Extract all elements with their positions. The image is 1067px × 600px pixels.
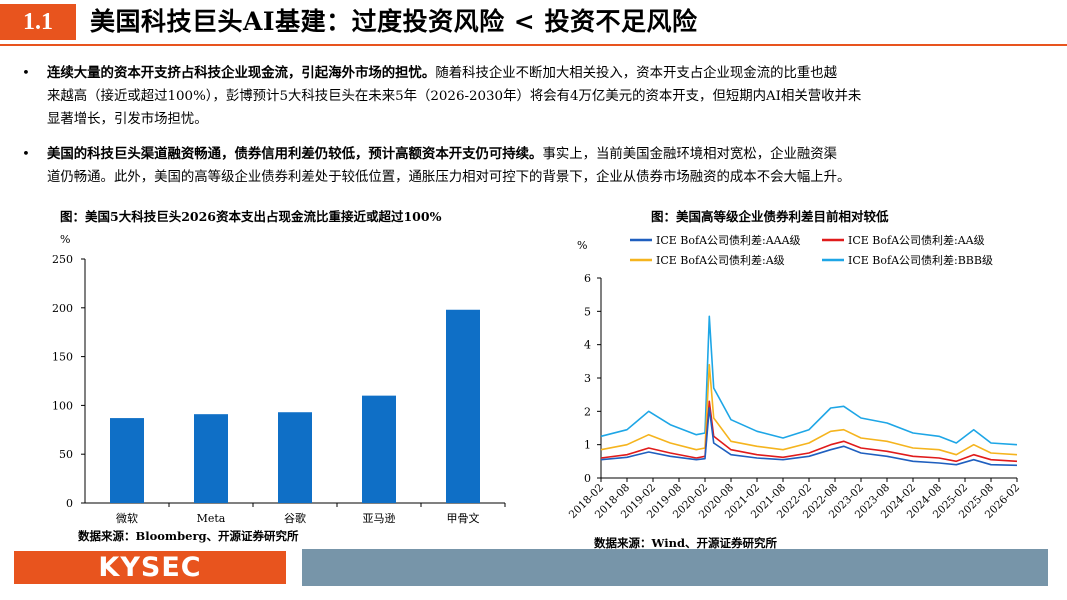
credit-spread-line-chart: % ICE BofA公司债利差:AAA级 ICE BofA公司债利差:AA级 ICE … xyxy=(567,233,1022,521)
y-tick-label: 150 xyxy=(52,351,73,364)
bar xyxy=(194,414,228,503)
right-source: 数据来源：Wind、开源证券研究所 xyxy=(594,536,777,550)
bullet-2-line2: 道仍畅通。此外，美国的高等级企业债券利差处于较低位置，通胀压力相对可控下的背景下… xyxy=(47,170,851,185)
kysec-logo: KYSEC xyxy=(14,551,286,584)
legend-label: ICE BofA公司债利差:AAA级 xyxy=(656,233,801,247)
series-line xyxy=(600,400,1018,463)
bullet-1: • 连续大量的资本开支挤占科技企业现金流，引起海外市场的担忧。随着科技企业不断加… xyxy=(22,62,1052,131)
x-tick-label: 谷歌 xyxy=(284,511,306,525)
bullet-2-text: 美国的科技巨头渠道融资畅通，债券信用利差仍较低，预计高额资本开支仍可持续。事实上… xyxy=(47,143,1052,189)
y-tick-label: 3 xyxy=(584,372,591,385)
y-tick-label: 250 xyxy=(52,253,73,266)
bullet-2-bold: 美国的科技巨头渠道融资畅通，债券信用利差仍较低，预计高额资本开支仍可持续。 xyxy=(47,146,543,162)
y-axis-unit: % xyxy=(60,233,70,246)
bar xyxy=(362,395,396,503)
y-tick-label: 6 xyxy=(584,272,591,285)
header-divider xyxy=(0,44,1067,46)
footer-bar xyxy=(302,549,1048,586)
bullet-1-bold: 连续大量的资本开支挤占科技企业现金流，引起海外市场的担忧。 xyxy=(47,65,436,81)
series-line xyxy=(600,315,1018,446)
x-tick-label: 亚马逊 xyxy=(363,512,396,525)
bar xyxy=(110,418,144,503)
y-tick-label: 50 xyxy=(59,448,73,461)
bullet-1-line1: 随着科技企业不断加大相关投入，资本开支占企业现金流的比重也越 xyxy=(435,66,838,81)
bar xyxy=(446,309,480,503)
left-chart-title: 图：美国5大科技巨头2026资本支出占现金流比重接近或超过100% xyxy=(60,209,442,224)
bullet-1-line2: 来越高（接近或超过100%），彭博预计5大科技巨头在未来5年（2026-2030… xyxy=(47,89,862,104)
y-tick-label: 2 xyxy=(584,405,591,418)
x-tick-label: 甲骨文 xyxy=(447,511,480,525)
legend-label: ICE BofA公司债利差:AA级 xyxy=(848,233,985,247)
bar xyxy=(278,412,312,503)
bullet-1-text: 连续大量的资本开支挤占科技企业现金流，引起海外市场的担忧。随着科技企业不断加大相… xyxy=(47,62,1052,131)
y-tick-label: 100 xyxy=(52,399,73,412)
bullet-2: • 美国的科技巨头渠道融资畅通，债券信用利差仍较低，预计高额资本开支仍可持续。事… xyxy=(22,143,1052,189)
series-line xyxy=(600,407,1018,467)
y-tick-label: 4 xyxy=(584,339,591,352)
y-tick-label: 0 xyxy=(66,497,73,510)
bullet-1-line3: 显著增长，引发市场担忧。 xyxy=(47,112,208,127)
legend-label: ICE BofA公司债利差:A级 xyxy=(656,253,785,267)
x-tick-label: 微软 xyxy=(116,511,138,525)
right-chart-title: 图：美国高等级企业债券利差目前相对较低 xyxy=(651,209,889,224)
bullet-icon: • xyxy=(22,66,30,81)
page-title: 美国科技巨头AI基建：过度投资风险 < 投资不足风险 xyxy=(90,7,698,36)
y-axis-unit: % xyxy=(577,239,587,252)
bullet-icon: • xyxy=(22,147,30,162)
legend-label: ICE BofA公司债利差:BBB级 xyxy=(848,253,993,267)
section-number: 1.1 xyxy=(0,4,76,40)
x-tick-label: Meta xyxy=(197,512,226,525)
y-tick-label: 200 xyxy=(52,302,73,315)
bullet-2-line1: 事实上，当前美国金融环境相对宽松，企业融资渠 xyxy=(542,147,838,162)
y-tick-label: 0 xyxy=(584,472,591,485)
y-tick-label: 1 xyxy=(584,439,591,452)
y-tick-label: 5 xyxy=(584,305,591,318)
series-line xyxy=(600,363,1018,456)
capex-bar-chart: % 0 50 100 150 200 250 微软 Meta 谷歌 亚马逊 甲骨文 xyxy=(52,233,506,525)
left-source: 数据来源：Bloomberg、开源证券研究所 xyxy=(78,529,299,543)
